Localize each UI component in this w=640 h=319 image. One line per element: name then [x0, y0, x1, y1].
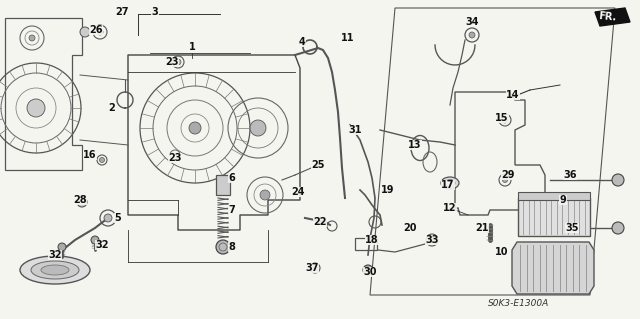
- Text: 30: 30: [364, 267, 377, 277]
- Text: 5: 5: [115, 213, 122, 223]
- Text: 24: 24: [291, 187, 305, 197]
- Circle shape: [612, 174, 624, 186]
- Circle shape: [77, 197, 87, 207]
- Text: 6: 6: [228, 173, 236, 183]
- Text: 36: 36: [563, 170, 577, 180]
- Text: 10: 10: [495, 247, 509, 257]
- Circle shape: [99, 158, 104, 162]
- Text: 35: 35: [565, 223, 579, 233]
- Circle shape: [80, 27, 90, 37]
- Circle shape: [366, 268, 370, 272]
- Bar: [355, 238, 377, 250]
- Text: 17: 17: [441, 180, 455, 190]
- Circle shape: [216, 240, 230, 254]
- Polygon shape: [595, 8, 630, 26]
- Text: 18: 18: [365, 235, 379, 245]
- Circle shape: [175, 59, 181, 65]
- Text: 23: 23: [168, 153, 182, 163]
- Text: S0K3-E1300A: S0K3-E1300A: [488, 299, 549, 308]
- Ellipse shape: [441, 177, 459, 189]
- Text: 32: 32: [48, 250, 61, 260]
- Text: 20: 20: [403, 223, 417, 233]
- Text: 2: 2: [109, 103, 115, 113]
- Text: 29: 29: [501, 170, 515, 180]
- Text: 27: 27: [115, 7, 129, 17]
- Text: 9: 9: [559, 195, 566, 205]
- Text: 4: 4: [299, 37, 305, 47]
- Text: 31: 31: [348, 125, 362, 135]
- Circle shape: [97, 29, 103, 35]
- Text: FR.: FR.: [598, 11, 616, 23]
- Text: 7: 7: [228, 205, 236, 215]
- Circle shape: [189, 122, 201, 134]
- Polygon shape: [512, 242, 594, 294]
- Text: 13: 13: [408, 140, 422, 150]
- Text: 33: 33: [425, 235, 439, 245]
- Text: 32: 32: [95, 240, 109, 250]
- Circle shape: [29, 35, 35, 41]
- Text: 23: 23: [165, 57, 179, 67]
- Circle shape: [27, 99, 45, 117]
- Circle shape: [502, 177, 508, 182]
- Text: 37: 37: [305, 263, 319, 273]
- Text: 16: 16: [83, 150, 97, 160]
- Text: 22: 22: [313, 217, 327, 227]
- Bar: [518, 192, 590, 200]
- Text: 14: 14: [506, 90, 520, 100]
- Circle shape: [429, 237, 435, 243]
- Circle shape: [260, 190, 270, 200]
- Text: 12: 12: [444, 203, 457, 213]
- Text: 26: 26: [89, 25, 103, 35]
- Circle shape: [58, 243, 66, 251]
- Text: 3: 3: [152, 7, 158, 17]
- Circle shape: [612, 222, 624, 234]
- Text: 1: 1: [189, 42, 195, 52]
- Circle shape: [250, 120, 266, 136]
- Ellipse shape: [31, 261, 79, 279]
- Text: 34: 34: [465, 17, 479, 27]
- Circle shape: [502, 117, 508, 123]
- Circle shape: [104, 214, 112, 222]
- Text: 8: 8: [228, 242, 236, 252]
- Text: 25: 25: [311, 160, 324, 170]
- Circle shape: [91, 236, 99, 244]
- Text: 21: 21: [476, 223, 489, 233]
- Circle shape: [312, 265, 317, 271]
- Circle shape: [363, 265, 373, 275]
- Text: 19: 19: [381, 185, 395, 195]
- Text: 11: 11: [341, 33, 355, 43]
- Circle shape: [469, 32, 475, 38]
- Ellipse shape: [20, 256, 90, 284]
- Text: 15: 15: [495, 113, 509, 123]
- Ellipse shape: [41, 265, 69, 275]
- Bar: [518, 198, 590, 236]
- Bar: [216, 175, 230, 195]
- Text: 28: 28: [73, 195, 87, 205]
